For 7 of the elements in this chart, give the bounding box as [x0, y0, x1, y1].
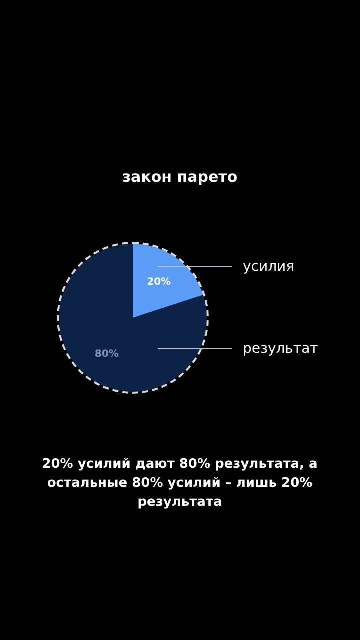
- slice-label: результат: [243, 341, 318, 357]
- chart-title: закон парето: [122, 168, 238, 186]
- data-label: 20%: [147, 277, 172, 288]
- pie-slice: [133, 244, 204, 318]
- data-label: 80%: [94, 348, 119, 360]
- slice-label: усилия: [243, 259, 295, 275]
- text: 20% усилий дают 80% результата, а остальные 80% усилий – лишь 20% результата: [42, 457, 318, 510]
